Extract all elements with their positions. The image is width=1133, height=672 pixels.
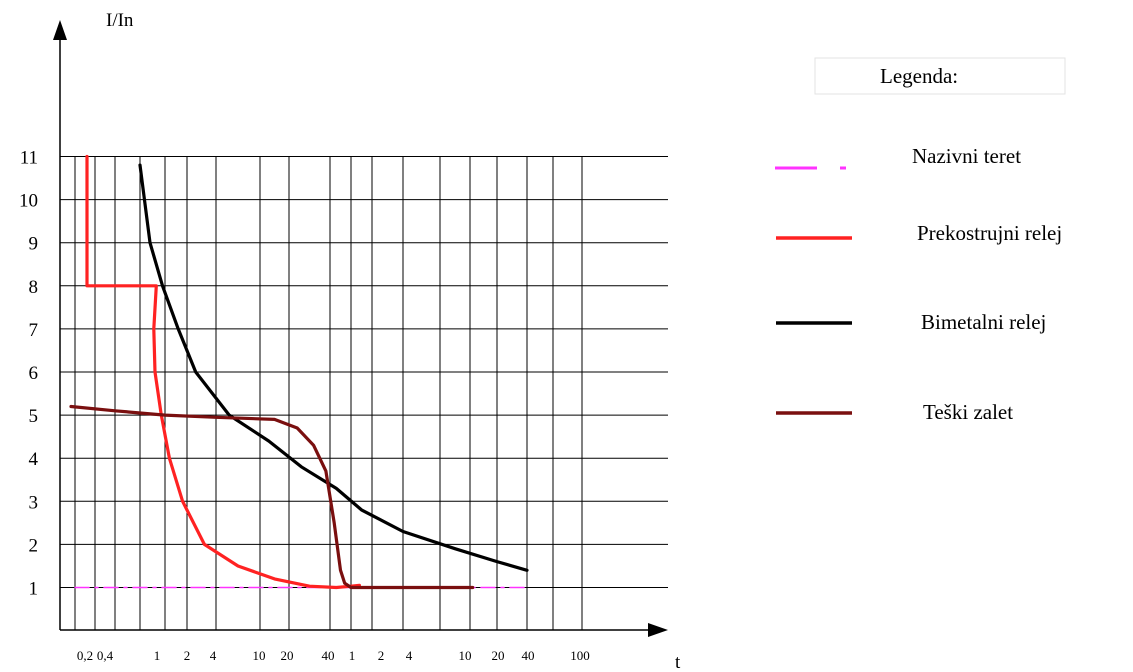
y-tick-label: 1 xyxy=(29,579,39,600)
x-tick-label: 100 xyxy=(570,648,590,663)
y-axis-arrow xyxy=(53,20,67,40)
x-tick-label: 0,2 xyxy=(77,648,93,663)
x-tick-label: 4 xyxy=(210,648,217,663)
legend-title: Legenda: xyxy=(880,64,958,88)
y-tick-label: 11 xyxy=(20,148,38,169)
x-tick-label: 1 xyxy=(349,648,356,663)
x-tick-label: 1 xyxy=(154,648,161,663)
y-axis-label: I/In xyxy=(106,10,134,31)
legend-label: Nazivni teret xyxy=(912,144,1021,168)
y-tick-label: 3 xyxy=(29,492,39,513)
axes: I/In t xyxy=(53,10,681,672)
x-tick-label: 2 xyxy=(378,648,385,663)
x-tick-label: 40 xyxy=(322,648,335,663)
y-tick-label: 2 xyxy=(29,535,39,556)
y-tick-label: 9 xyxy=(29,234,39,255)
x-tick-label: 10 xyxy=(459,648,472,663)
grid xyxy=(60,156,668,630)
x-tick-label: 20 xyxy=(281,648,294,663)
x-tick-label: 2 xyxy=(184,648,191,663)
x-tick-label: 40 xyxy=(522,648,535,663)
y-tick-label: 6 xyxy=(29,363,39,384)
y-tick-labels: 1 2 3 4 5 6 7 8 9 10 11 xyxy=(19,148,39,600)
legend: Legenda: Nazivni teret Prekostrujni relej… xyxy=(775,57,1066,424)
x-tick-label: 4 xyxy=(406,648,413,663)
y-tick-label: 7 xyxy=(29,320,39,341)
x-tick-label: 0,4 xyxy=(97,648,114,663)
x-axis-label: t xyxy=(675,652,681,672)
x-tick-label: 20 xyxy=(492,648,505,663)
legend-title-box xyxy=(814,57,1066,95)
y-tick-label: 5 xyxy=(29,406,39,427)
legend-label: Bimetalni relej xyxy=(921,310,1046,334)
series-lines xyxy=(69,154,529,590)
y-tick-label: 4 xyxy=(29,449,39,470)
y-tick-label: 8 xyxy=(29,277,39,298)
series-line xyxy=(138,163,529,572)
series-line xyxy=(69,404,475,590)
legend-label: Teški zalet xyxy=(923,400,1013,424)
x-axis-arrow xyxy=(648,623,668,637)
x-tick-label: 10 xyxy=(253,648,266,663)
y-tick-label: 10 xyxy=(19,191,38,212)
x-tick-labels: 0,2 0,4 1 2 4 10 20 40 1 2 4 10 20 40 100 xyxy=(77,648,590,663)
legend-label: Prekostrujni relej xyxy=(917,221,1062,245)
series-line xyxy=(85,154,361,590)
